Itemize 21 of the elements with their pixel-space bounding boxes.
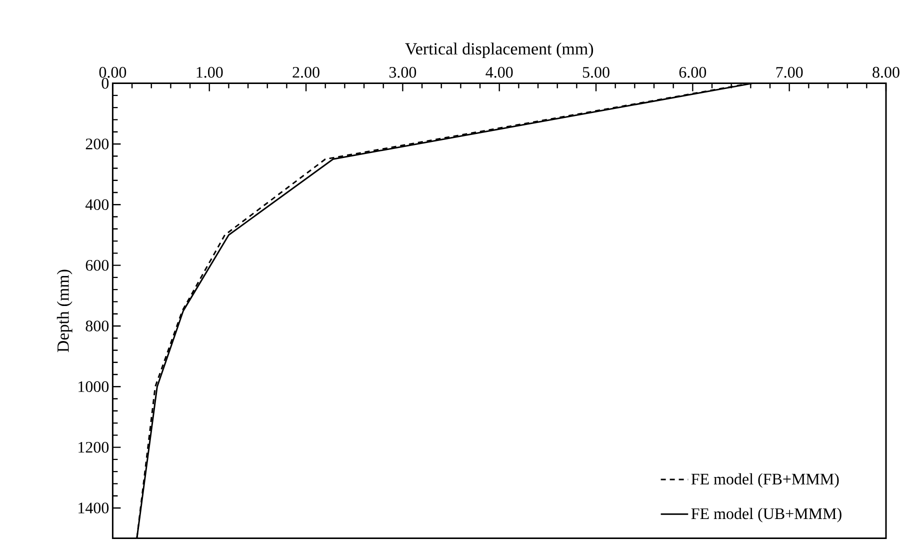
x-tick-label: 1.00 [196,66,223,78]
legend-label: FE model (FB+MMM) [691,473,839,488]
y-tick-label: 200 [86,138,109,150]
y-tick-label: 1200 [78,442,109,453]
x-tick-label: 7.00 [776,66,803,78]
y-tick-label: 1000 [78,381,109,392]
x-tick-label: 3.00 [389,66,416,78]
x-tick-label: 4.00 [486,66,513,78]
y-tick-label: 1400 [78,502,109,514]
x-tick-label: 0.00 [99,66,126,78]
y-tick-label: 600 [86,260,109,271]
y-tick-label: 800 [86,320,109,332]
y-tick-label: 400 [85,199,109,210]
y-axis-title: Depth (mm) [56,270,72,352]
x-tick-label: 6.00 [679,66,706,78]
x-tick-label: 5.00 [582,66,610,78]
x-tick-label: 8.00 [872,66,900,78]
y-tick-label: 0 [102,78,109,89]
legend-label: FE model (UB+MMM) [691,508,842,522]
x-axis-title: Vertical displacement (mm) [405,42,594,58]
x-tick-label: 2.00 [292,66,320,78]
